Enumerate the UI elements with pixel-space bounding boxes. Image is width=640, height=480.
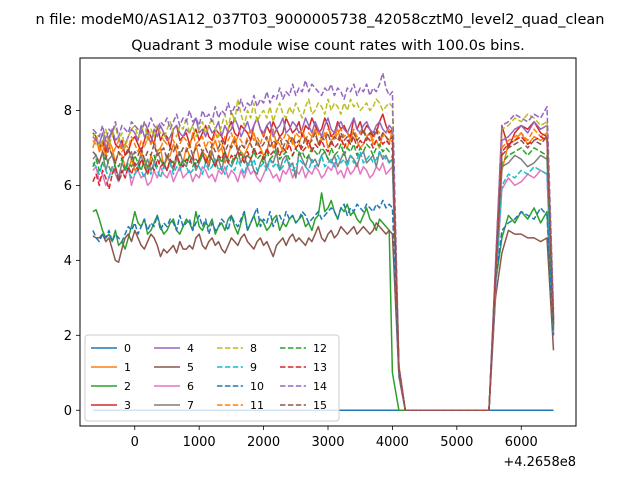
y-tick-label: 8 — [64, 104, 72, 119]
y-tick-label: 0 — [64, 404, 72, 419]
x-tick-label: 2000 — [247, 435, 280, 450]
legend-label-10: 10 — [250, 380, 264, 393]
legend-label-3: 3 — [124, 399, 131, 412]
y-axis: 0 2 4 6 8 — [64, 104, 80, 419]
series-line-6 — [92, 162, 555, 412]
y-tick-label: 4 — [64, 254, 72, 269]
legend-label-11: 11 — [250, 399, 264, 412]
y-tick-label: 6 — [64, 179, 72, 194]
legend-label-5: 5 — [187, 361, 194, 374]
series-line-15 — [92, 128, 555, 412]
legend-label-4: 4 — [187, 342, 194, 355]
legend-label-13: 13 — [313, 361, 327, 374]
x-offset-label: +4.2658e8 — [503, 455, 576, 470]
series-line-10 — [92, 199, 555, 412]
x-tick-label: 5000 — [440, 435, 473, 450]
x-tick-label: 1000 — [183, 435, 216, 450]
legend-label-14: 14 — [313, 380, 327, 393]
series-line-5 — [92, 222, 555, 412]
series-line-14 — [92, 72, 555, 412]
legend-label-15: 15 — [313, 399, 327, 412]
legend-label-9: 9 — [250, 361, 257, 374]
series-layer — [92, 72, 555, 412]
axes-title: Quadrant 3 module wise count rates with … — [131, 38, 525, 54]
y-tick-label: 2 — [64, 329, 72, 344]
legend-box — [84, 334, 340, 422]
x-axis: 0 1000 2000 3000 4000 5000 6000 — [131, 426, 538, 450]
legend-label-2: 2 — [124, 380, 131, 393]
x-tick-label: 3000 — [311, 435, 344, 450]
figure-suptitle: n file: modeM0/AS1A12_037T03_9000005738_… — [36, 12, 605, 28]
legend-label-12: 12 — [313, 342, 327, 355]
series-line-8 — [92, 98, 555, 412]
x-tick-label: 4000 — [376, 435, 409, 450]
legend-label-0: 0 — [124, 342, 131, 355]
series-line-13 — [92, 135, 555, 412]
legend-label-1: 1 — [124, 361, 131, 374]
series-line-7 — [92, 150, 555, 412]
series-line-2 — [92, 192, 555, 412]
series-line-12 — [92, 143, 555, 412]
x-tick-label: 6000 — [505, 435, 538, 450]
legend-label-6: 6 — [187, 380, 194, 393]
legend-label-7: 7 — [187, 399, 194, 412]
legend-label-8: 8 — [250, 342, 257, 355]
x-tick-label: 0 — [131, 435, 139, 450]
